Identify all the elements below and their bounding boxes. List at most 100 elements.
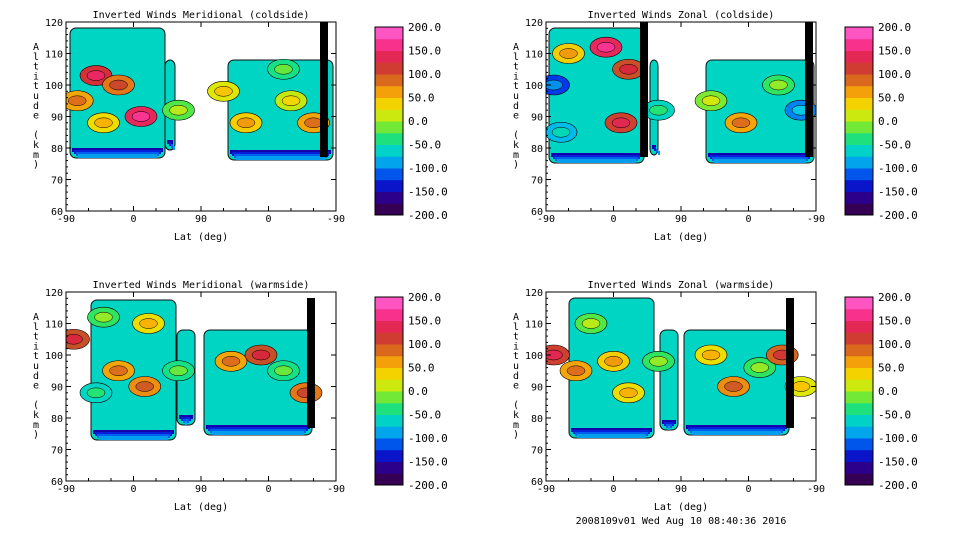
colorbar-frame bbox=[374, 296, 404, 486]
x-tick-label: -90 bbox=[57, 484, 75, 495]
colorbar-label: -100.0 bbox=[408, 162, 448, 175]
data-cell-core bbox=[236, 117, 256, 129]
colorbar-label: 200.0 bbox=[408, 21, 441, 34]
data-cell-core bbox=[274, 365, 293, 376]
data-cell-core bbox=[649, 356, 668, 367]
field-region bbox=[659, 329, 679, 431]
colorbar-band bbox=[375, 414, 403, 427]
chart-panel-1: Inverted Winds Meridional (coldside) -90 0… bbox=[33, 10, 448, 243]
data-cell-core bbox=[724, 381, 743, 392]
data-cell-core bbox=[109, 365, 128, 376]
colorbar-band bbox=[375, 62, 403, 75]
colorbar-band bbox=[375, 391, 403, 404]
colorbar-band bbox=[375, 203, 403, 216]
contour-band bbox=[692, 431, 781, 435]
y-tick-label: 110 bbox=[45, 50, 63, 61]
x-tick-label: 90 bbox=[675, 484, 687, 495]
colorbar-band bbox=[375, 344, 403, 357]
contour-field bbox=[546, 297, 816, 439]
colorbar-label: 200.0 bbox=[878, 21, 911, 34]
y-tick-label: 70 bbox=[531, 446, 543, 457]
data-cell-core bbox=[566, 365, 586, 376]
colorbar-band bbox=[845, 391, 873, 404]
x-axis-label: Lat (deg) bbox=[654, 502, 708, 513]
data-cell-core bbox=[791, 381, 811, 392]
colorbar-band bbox=[845, 308, 873, 321]
colorbar-band bbox=[375, 38, 403, 51]
y-tick-label: 100 bbox=[45, 351, 63, 362]
contour-field bbox=[546, 22, 816, 164]
colorbar-label: -150.0 bbox=[408, 456, 448, 469]
contour-band bbox=[171, 144, 173, 148]
data-cell-core bbox=[551, 127, 571, 138]
y-tick-label: 80 bbox=[531, 144, 543, 155]
contour-band bbox=[78, 154, 157, 158]
colorbar: 200.0 150.0 100.0 50.0 0.0 -50.0 -100.0 -150.0 -… bbox=[844, 21, 918, 222]
data-cell-core bbox=[546, 79, 563, 91]
y-tick-label: 70 bbox=[51, 176, 63, 187]
data-cell-core bbox=[66, 334, 83, 345]
y-tick-label: 110 bbox=[45, 320, 63, 331]
data-cell-core bbox=[750, 362, 769, 373]
colorbar-band bbox=[375, 438, 403, 451]
colorbar-label: 100.0 bbox=[408, 68, 441, 81]
x-axis-label: Lat (deg) bbox=[174, 232, 228, 243]
y-tick-label: 60 bbox=[531, 207, 543, 218]
colorbar-band bbox=[845, 473, 873, 486]
colorbar-band bbox=[375, 332, 403, 345]
contour-band bbox=[236, 156, 325, 160]
data-cell-core bbox=[135, 381, 154, 392]
colorbar-band bbox=[375, 132, 403, 145]
data-cell-core bbox=[604, 356, 623, 367]
contour-band bbox=[169, 142, 171, 146]
colorbar-band bbox=[375, 449, 403, 462]
colorbar-band bbox=[375, 308, 403, 321]
colorbar-band bbox=[845, 367, 873, 380]
colorbar: 200.0 150.0 100.0 50.0 0.0 -50.0 -100.0 -150.0 -… bbox=[844, 291, 918, 492]
colorbar: 200.0 150.0 100.0 50.0 0.0 -50.0 -100.0 -150.0 -… bbox=[374, 21, 448, 222]
colorbar-band bbox=[375, 97, 403, 110]
x-tick-label: 90 bbox=[675, 214, 687, 225]
contour-band bbox=[658, 151, 660, 155]
colorbar-band bbox=[845, 85, 873, 98]
data-cell-core bbox=[581, 318, 601, 329]
colorbar-band bbox=[375, 109, 403, 122]
data-cell-core bbox=[731, 117, 751, 129]
data-cell-core bbox=[169, 104, 188, 116]
y-tick-label: 60 bbox=[51, 477, 63, 488]
chart-title: Inverted Winds Meridional (warmside) bbox=[93, 280, 310, 291]
colorbar-band bbox=[375, 402, 403, 415]
y-tick-label: 90 bbox=[51, 113, 63, 124]
colorbar-band bbox=[845, 50, 873, 63]
colorbar-label: 50.0 bbox=[878, 362, 905, 375]
colorbar-band bbox=[375, 85, 403, 98]
colorbar-band bbox=[845, 297, 873, 310]
colorbar-band bbox=[375, 461, 403, 474]
colorbar-label: 0.0 bbox=[878, 115, 898, 128]
colorbar-band bbox=[375, 50, 403, 63]
colorbar-band bbox=[845, 132, 873, 145]
contour-band bbox=[557, 159, 636, 163]
data-cell-core bbox=[559, 48, 578, 59]
colorbar-band bbox=[845, 191, 873, 204]
colorbar-band bbox=[375, 74, 403, 87]
y-tick-label: 120 bbox=[525, 288, 543, 299]
y-tick-label: 70 bbox=[531, 176, 543, 187]
footer-timestamp: 2008109v01 Wed Aug 10 08:40:36 2016 bbox=[576, 516, 787, 527]
data-edge-bar bbox=[805, 22, 813, 157]
colorbar-band bbox=[375, 144, 403, 157]
data-cell-core bbox=[769, 79, 788, 91]
chart-title: Inverted Winds Zonal (warmside) bbox=[588, 280, 775, 291]
colorbar-band bbox=[845, 449, 873, 462]
data-cell-core bbox=[304, 117, 323, 129]
contour-band bbox=[212, 431, 304, 435]
y-tick-label: 110 bbox=[525, 320, 543, 331]
colorbar-band bbox=[375, 191, 403, 204]
colorbar-band bbox=[845, 414, 873, 427]
colorbar-label: -200.0 bbox=[878, 209, 918, 222]
colorbar-label: -50.0 bbox=[408, 139, 441, 152]
x-tick-label: 0 bbox=[745, 214, 751, 225]
colorbar-label: 200.0 bbox=[878, 291, 911, 304]
